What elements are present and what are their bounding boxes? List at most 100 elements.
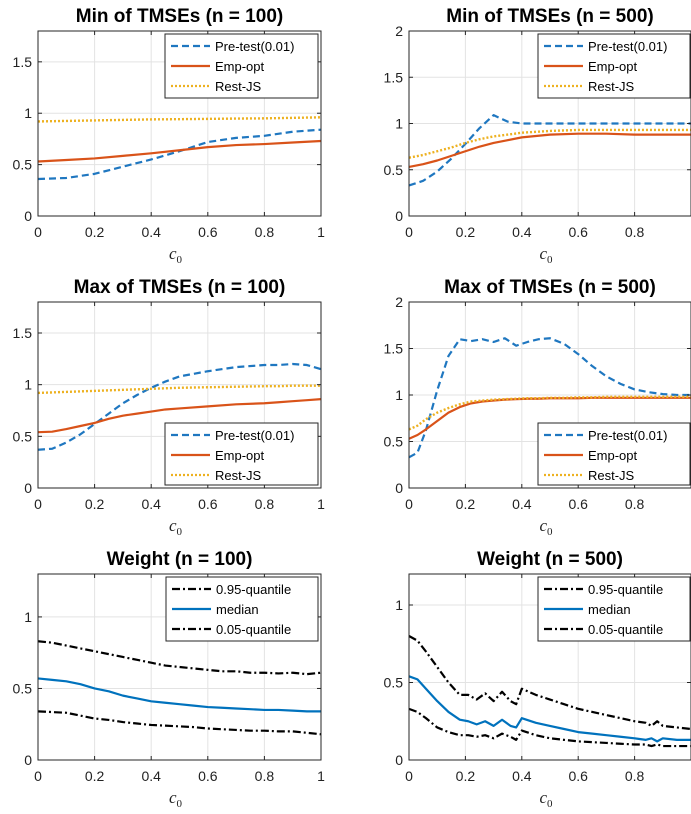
legend-label: Pre-test(0.01) bbox=[588, 39, 667, 54]
legend-label: median bbox=[588, 602, 631, 617]
x-tick-label: 0.8 bbox=[625, 768, 645, 784]
legend-label: Rest-JS bbox=[588, 468, 635, 483]
legend-label: Pre-test(0.01) bbox=[215, 428, 294, 443]
y-tick-label: 1.5 bbox=[384, 341, 404, 357]
series-line bbox=[37, 116, 322, 123]
x-tick-label: 0 bbox=[405, 768, 413, 784]
series-line bbox=[408, 707, 691, 748]
x-tick-label: 0.2 bbox=[456, 224, 476, 240]
x-tick-label: 0.6 bbox=[568, 224, 588, 240]
series-line bbox=[37, 384, 321, 395]
y-tick-label: 1 bbox=[395, 597, 403, 613]
y-tick-label: 0.5 bbox=[13, 157, 33, 173]
x-tick-label: 1 bbox=[317, 768, 325, 784]
legend-label: Emp-opt bbox=[215, 448, 265, 463]
series-line bbox=[408, 635, 691, 731]
legend-label: Rest-JS bbox=[588, 79, 635, 94]
y-tick-label: 0.5 bbox=[13, 680, 33, 696]
x-tick-label: 0.2 bbox=[456, 768, 476, 784]
axes-frame bbox=[37, 30, 322, 217]
legend: Pre-test(0.01) Emp-opt Rest-JS bbox=[537, 422, 691, 486]
x-axis-label-main: c bbox=[169, 788, 177, 807]
series-line bbox=[37, 677, 321, 713]
chart-title: Max of TMSEs (n = 500) bbox=[444, 277, 656, 298]
legend: 0.95-quantile median 0.05-quantile bbox=[165, 576, 319, 642]
x-axis-label-subscript: 0 bbox=[177, 798, 183, 810]
series-line bbox=[408, 337, 691, 459]
x-tick-label: 0.4 bbox=[141, 496, 161, 512]
x-axis-label-subscript: 0 bbox=[547, 254, 553, 266]
y-tick-label: 0 bbox=[24, 752, 32, 768]
x-tick-label: 0.6 bbox=[198, 224, 218, 240]
x-axis-label-main: c bbox=[539, 244, 547, 263]
x-tick-label: 0.4 bbox=[141, 768, 161, 784]
x-axis-label: c0 bbox=[539, 788, 553, 810]
x-axis-label: c0 bbox=[539, 244, 553, 266]
x-tick-label: 0.4 bbox=[512, 768, 532, 784]
chart-panel: 0 0.2 0.4 0.6 0.8 0 0.5 1 1.5 2 Min of TMSEs (n = … bbox=[384, 6, 691, 266]
x-tick-label: 0.8 bbox=[255, 768, 275, 784]
x-tick-label: 1 bbox=[317, 224, 325, 240]
series-line bbox=[408, 675, 691, 743]
x-tick-label: 0.2 bbox=[85, 224, 105, 240]
x-axis-label-main: c bbox=[169, 516, 177, 535]
x-tick-label: 0 bbox=[34, 224, 42, 240]
x-tick-label: 0 bbox=[405, 496, 413, 512]
y-tick-label: 0 bbox=[395, 208, 403, 224]
legend: Pre-test(0.01) Emp-opt Rest-JS bbox=[164, 422, 319, 486]
y-tick-label: 1 bbox=[395, 387, 403, 403]
y-tick-label: 2 bbox=[395, 294, 403, 310]
y-tick-label: 1 bbox=[395, 116, 403, 132]
x-axis-label-main: c bbox=[539, 516, 547, 535]
x-axis-label: c0 bbox=[169, 788, 183, 810]
x-tick-label: 0 bbox=[34, 768, 42, 784]
y-tick-label: 1.5 bbox=[13, 325, 33, 341]
x-tick-label: 0.4 bbox=[141, 224, 161, 240]
y-tick-label: 0 bbox=[24, 480, 32, 496]
chart-title: Weight (n = 500) bbox=[477, 549, 623, 570]
series-line bbox=[408, 132, 691, 169]
x-tick-label: 0.8 bbox=[625, 496, 645, 512]
legend-label: 0.05-quantile bbox=[216, 622, 291, 637]
chart-title: Weight (n = 100) bbox=[107, 549, 253, 570]
y-tick-label: 1 bbox=[24, 105, 32, 121]
x-axis-label: c0 bbox=[169, 516, 183, 538]
y-tick-label: 1 bbox=[24, 377, 32, 393]
x-tick-label: 0 bbox=[34, 496, 42, 512]
legend-label: 0.95-quantile bbox=[216, 582, 291, 597]
chart-title: Min of TMSEs (n = 500) bbox=[446, 6, 653, 27]
x-tick-label: 1 bbox=[317, 496, 325, 512]
y-tick-label: 0 bbox=[395, 480, 403, 496]
x-tick-label: 0 bbox=[405, 224, 413, 240]
y-tick-label: 0.5 bbox=[384, 675, 404, 691]
axes-frame bbox=[408, 573, 691, 761]
x-tick-label: 0.4 bbox=[512, 496, 532, 512]
y-tick-label: 1 bbox=[24, 609, 32, 625]
x-tick-label: 0.6 bbox=[568, 496, 588, 512]
axes-frame bbox=[37, 573, 322, 761]
chart-panel: 0 0.2 0.4 0.6 0.8 1 0 0.5 1 1.5 Max of TMSEs (n = … bbox=[13, 277, 326, 538]
y-tick-label: 0.5 bbox=[13, 428, 33, 444]
x-axis-label-main: c bbox=[539, 788, 547, 807]
y-tick-label: 0.5 bbox=[384, 162, 404, 178]
y-tick-label: 1.5 bbox=[384, 69, 404, 85]
legend-label: median bbox=[216, 602, 259, 617]
legend-label: Emp-opt bbox=[588, 448, 638, 463]
y-tick-label: 1.5 bbox=[13, 54, 33, 70]
y-tick-label: 0.5 bbox=[384, 434, 404, 450]
y-tick-label: 0 bbox=[24, 208, 32, 224]
x-axis-label-subscript: 0 bbox=[547, 798, 553, 810]
x-axis-label: c0 bbox=[539, 516, 553, 538]
x-tick-label: 0.6 bbox=[568, 768, 588, 784]
legend: Pre-test(0.01) Emp-opt Rest-JS bbox=[164, 33, 319, 99]
y-tick-label: 0 bbox=[395, 752, 403, 768]
x-tick-label: 0.6 bbox=[198, 496, 218, 512]
legend-label: Rest-JS bbox=[215, 468, 262, 483]
legend: 0.95-quantile median 0.05-quantile bbox=[537, 576, 691, 642]
x-tick-label: 0.2 bbox=[456, 496, 476, 512]
x-axis-label-subscript: 0 bbox=[547, 526, 553, 538]
x-axis-label-main: c bbox=[169, 244, 177, 263]
x-tick-label: 0.4 bbox=[512, 224, 532, 240]
